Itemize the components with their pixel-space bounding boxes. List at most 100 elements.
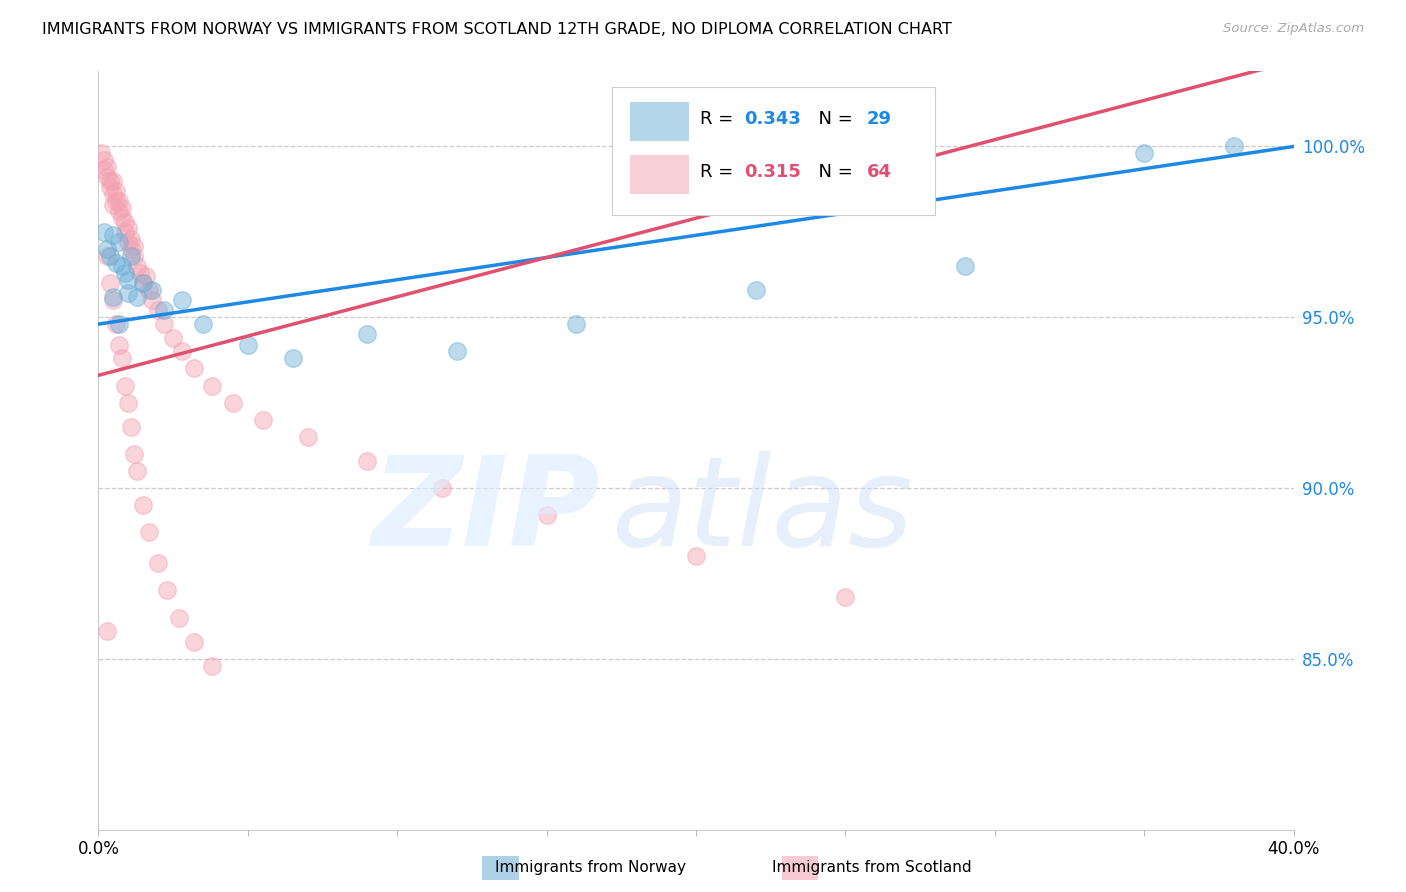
Point xyxy=(162,331,184,345)
Text: 0.315: 0.315 xyxy=(744,163,800,181)
Point xyxy=(1133,146,1156,161)
Text: N =: N = xyxy=(807,110,859,128)
Point xyxy=(96,624,118,639)
Text: R =: R = xyxy=(700,110,738,128)
Point xyxy=(201,658,224,673)
Point xyxy=(536,508,558,523)
Point xyxy=(446,344,468,359)
Point xyxy=(172,344,194,359)
Point xyxy=(148,556,170,570)
Point xyxy=(111,201,134,215)
Point xyxy=(430,481,453,495)
Point xyxy=(167,611,190,625)
Point xyxy=(356,327,378,342)
Text: R =: R = xyxy=(700,163,738,181)
Point xyxy=(281,351,304,366)
Point xyxy=(96,160,118,174)
Point xyxy=(236,337,259,351)
Point xyxy=(114,214,136,228)
Text: atlas: atlas xyxy=(613,450,914,572)
Point xyxy=(98,276,122,290)
Point xyxy=(183,634,205,648)
Point xyxy=(103,197,125,211)
Point xyxy=(114,225,136,239)
Point xyxy=(124,249,146,263)
Text: ZIP: ZIP xyxy=(371,450,600,572)
Point xyxy=(834,139,856,153)
Point xyxy=(148,303,170,318)
Point xyxy=(108,317,131,331)
Point xyxy=(103,228,125,243)
Point xyxy=(565,317,588,331)
Point xyxy=(103,187,125,202)
Text: 29: 29 xyxy=(868,110,891,128)
Point xyxy=(114,266,136,280)
Point xyxy=(90,146,112,161)
Point xyxy=(1223,139,1246,153)
Point xyxy=(141,293,163,308)
Point xyxy=(117,286,139,301)
Point xyxy=(96,249,118,263)
Point xyxy=(132,276,155,290)
Point xyxy=(114,378,136,392)
Point xyxy=(138,525,160,540)
Point xyxy=(138,283,160,297)
Point xyxy=(105,255,128,269)
Point xyxy=(120,419,142,434)
Point xyxy=(105,317,128,331)
Text: Source: ZipAtlas.com: Source: ZipAtlas.com xyxy=(1223,22,1364,36)
Point xyxy=(120,249,142,263)
Point xyxy=(135,269,157,284)
Text: IMMIGRANTS FROM NORWAY VS IMMIGRANTS FROM SCOTLAND 12TH GRADE, NO DIPLOMA CORREL: IMMIGRANTS FROM NORWAY VS IMMIGRANTS FRO… xyxy=(42,22,952,37)
Point xyxy=(745,283,768,297)
Point xyxy=(141,283,163,297)
Point xyxy=(111,211,134,226)
Point xyxy=(191,317,214,331)
Point xyxy=(124,447,146,461)
Point xyxy=(132,498,155,512)
Point xyxy=(132,276,155,290)
Point xyxy=(252,413,274,427)
Point xyxy=(108,194,131,208)
Point xyxy=(685,549,707,564)
Point xyxy=(103,174,125,188)
Point xyxy=(117,235,139,249)
Point xyxy=(129,266,152,280)
Point xyxy=(222,395,245,409)
Point xyxy=(111,259,134,273)
Point xyxy=(105,194,128,208)
Point xyxy=(153,303,176,318)
Point xyxy=(108,235,131,249)
Point xyxy=(108,337,131,351)
Point xyxy=(98,180,122,194)
Point xyxy=(117,395,139,409)
Point xyxy=(93,163,115,178)
Text: 0.343: 0.343 xyxy=(744,110,800,128)
Point xyxy=(172,293,194,308)
Point xyxy=(98,249,122,263)
Point xyxy=(297,430,319,444)
Point xyxy=(93,225,115,239)
Point xyxy=(156,583,179,598)
Point xyxy=(105,184,128,198)
Point xyxy=(183,361,205,376)
Point xyxy=(120,232,142,246)
FancyBboxPatch shape xyxy=(630,155,689,194)
FancyBboxPatch shape xyxy=(630,102,689,141)
FancyBboxPatch shape xyxy=(613,87,935,216)
Point xyxy=(108,204,131,219)
Point xyxy=(96,242,118,256)
Point xyxy=(127,464,149,478)
Point xyxy=(953,259,976,273)
Point xyxy=(98,174,122,188)
Point xyxy=(834,591,856,605)
Text: 64: 64 xyxy=(868,163,891,181)
Point xyxy=(117,221,139,235)
Text: Immigrants from Scotland: Immigrants from Scotland xyxy=(772,860,972,874)
Point xyxy=(153,317,176,331)
Point xyxy=(201,378,224,392)
Point xyxy=(356,453,378,467)
Text: N =: N = xyxy=(807,163,859,181)
Point xyxy=(93,153,115,168)
Point xyxy=(120,242,142,256)
